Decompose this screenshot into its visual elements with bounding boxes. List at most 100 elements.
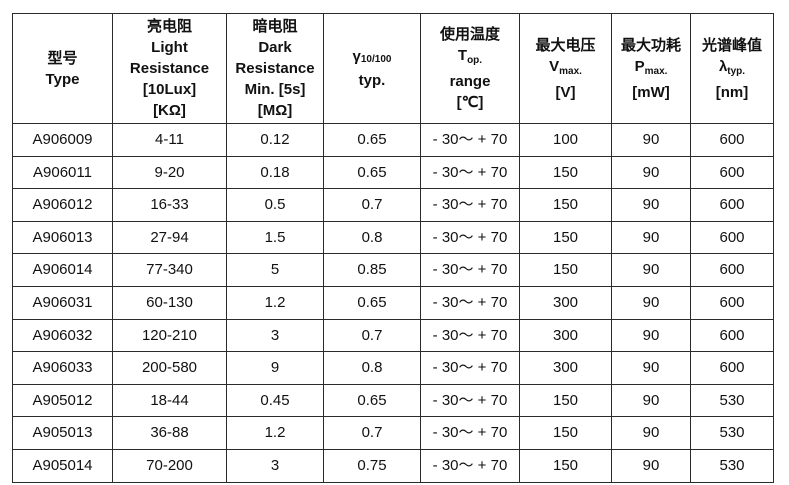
table-row: A906031 60-130 1.2 0.65- 30～ + 70 300 90 600 <box>12 285 774 320</box>
table-row: A906032 120-210 3 0.7- 30～ + 70 300 90 600 <box>12 318 774 353</box>
wavelength-subscript: typ. <box>727 65 746 77</box>
table-cell: 18-44 <box>112 383 227 418</box>
table-cell: 0.65 <box>323 155 421 190</box>
table-cell: 0.7 <box>323 318 421 353</box>
table-cell: 150 <box>519 155 612 190</box>
header-line: [KΩ] <box>153 102 186 119</box>
header-line: [V] <box>555 83 576 101</box>
header-line: [℃] <box>456 94 484 111</box>
header-line: Type <box>45 70 80 88</box>
table-cell: 300 <box>519 351 612 385</box>
header-line: Resistance <box>129 60 210 77</box>
table-cell: - 30～ + 70 <box>420 220 520 255</box>
header-line: Top. <box>422 45 519 71</box>
header-line: typ. <box>358 72 386 89</box>
col-header-type: 型号 Type <box>12 13 113 124</box>
table-cell: 150 <box>519 188 612 222</box>
table-cell: - 30～ + 70 <box>420 448 520 483</box>
table-cell: 0.75 <box>323 448 421 483</box>
table-cell: 0.12 <box>226 123 324 157</box>
table-cell: 90 <box>611 448 691 483</box>
table-cell: 90 <box>611 416 691 450</box>
header-line: Vmax. <box>521 56 611 82</box>
table-cell: 90 <box>611 155 691 190</box>
header-line-cn: 暗电阻 <box>252 18 298 35</box>
header-line: [nm] <box>715 83 749 101</box>
table-cell: - 30～ + 70 <box>420 155 520 190</box>
table-cell: A906032 <box>12 318 113 353</box>
header-row: 型号 Type 亮电阻 Light Resistance [10Lux] [KΩ… <box>12 13 774 124</box>
table-cell: 300 <box>519 285 612 320</box>
table-cell: - 30～ + 70 <box>420 318 520 353</box>
table-cell: 300 <box>519 318 612 353</box>
table-cell: 77-340 <box>112 253 227 287</box>
table-cell: 0.65 <box>323 285 421 320</box>
table-cell: 16-33 <box>112 188 227 222</box>
header-line-cn: 最大功耗 <box>620 36 681 54</box>
table-cell: 120-210 <box>112 318 227 353</box>
table-cell: 530 <box>690 383 774 418</box>
table-cell: 3 <box>226 448 324 483</box>
table-cell: 90 <box>611 318 691 353</box>
table-cell: 70-200 <box>112 448 227 483</box>
table-cell: 5 <box>226 253 324 287</box>
header-line-cn: 光谱峰值 <box>701 36 762 54</box>
table-row: A906014 77-340 5 0.85- 30～ + 70 150 90 600 <box>12 253 774 287</box>
table-cell: 3 <box>226 318 324 353</box>
table-row: A906012 16-33 0.5 0.7- 30～ + 70 150 90 600 <box>12 188 774 222</box>
table-cell: 530 <box>690 416 774 450</box>
table-cell: A906031 <box>12 285 113 320</box>
col-header-peak-wavelength: 光谱峰值 λtyp. [nm] <box>690 13 774 124</box>
table-cell: 150 <box>519 253 612 287</box>
table-cell: 90 <box>611 188 691 222</box>
table-row: A905012 18-44 0.45 0.65- 30～ + 70 150 90 530 <box>12 383 774 418</box>
table-cell: A906013 <box>12 220 113 255</box>
table-cell: 90 <box>611 383 691 418</box>
table-cell: - 30～ + 70 <box>420 416 520 450</box>
header-line: λtyp. <box>692 56 773 82</box>
header-line-cn: 最大电压 <box>535 36 596 54</box>
header-line: Light <box>151 39 188 56</box>
power-symbol: P <box>634 57 645 75</box>
col-header-dark-resistance: 暗电阻 Dark Resistance Min. [5s] [MΩ] <box>226 13 324 124</box>
table-row: A905013 36-88 1.2 0.7- 30～ + 70 150 90 530 <box>12 416 774 450</box>
table-cell: 0.85 <box>323 253 421 287</box>
table-cell: A906011 <box>12 155 113 190</box>
table-cell: 600 <box>690 285 774 320</box>
table-cell: A905013 <box>12 416 113 450</box>
gamma-subscript: 10/100 <box>360 54 392 65</box>
table-cell: 150 <box>519 448 612 483</box>
table-cell: 600 <box>690 155 774 190</box>
table-cell: - 30～ + 70 <box>420 253 520 287</box>
table-cell: 600 <box>690 318 774 353</box>
table-cell: - 30～ + 70 <box>420 351 520 385</box>
table-row: A906013 27-94 1.5 0.8- 30～ + 70 150 90 600 <box>12 220 774 255</box>
table-cell: 0.65 <box>323 123 421 157</box>
header-line-cn: 使用温度 <box>439 26 500 43</box>
table-cell: 1.5 <box>226 220 324 255</box>
header-line: range <box>449 73 491 90</box>
table-cell: 100 <box>519 123 612 157</box>
table-cell: 9 <box>226 351 324 385</box>
table-cell: A906014 <box>12 253 113 287</box>
table-cell: A906033 <box>12 351 113 385</box>
table-row: A906033 200-580 9 0.8- 30～ + 70 300 90 600 <box>12 351 774 385</box>
voltage-symbol: V <box>549 57 560 75</box>
header-line: Resistance <box>235 60 315 77</box>
table-cell: 0.18 <box>226 155 324 190</box>
table-cell: 600 <box>690 123 774 157</box>
header-line: Dark <box>258 39 292 56</box>
table-cell: 60-130 <box>112 285 227 320</box>
table-cell: 1.2 <box>226 285 324 320</box>
table-cell: 0.65 <box>323 383 421 418</box>
table-cell: 0.7 <box>323 416 421 450</box>
table-cell: 600 <box>690 253 774 287</box>
table-row: A906011 9-20 0.18 0.65- 30～ + 70 150 90 600 <box>12 155 774 190</box>
col-header-op-temp: 使用温度 Top. range [℃] <box>420 13 520 124</box>
table-cell: 200-580 <box>112 351 227 385</box>
table-cell: A906009 <box>12 123 113 157</box>
table-cell: A906012 <box>12 188 113 222</box>
table-cell: 150 <box>519 383 612 418</box>
col-header-max-power: 最大功耗 Pmax. [mW] <box>611 13 691 124</box>
power-subscript: max. <box>644 65 668 77</box>
